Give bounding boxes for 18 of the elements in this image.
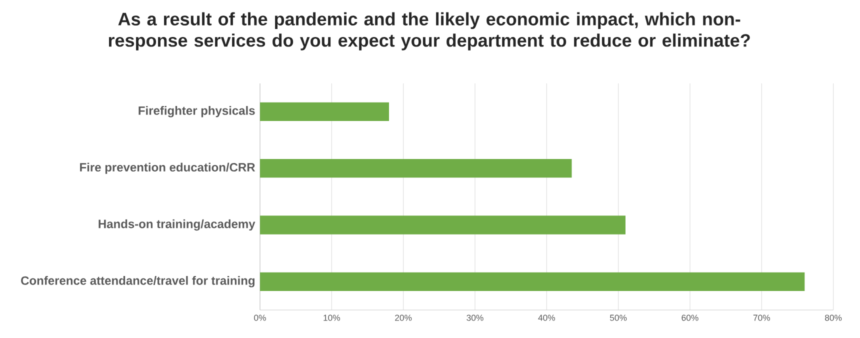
y-tick-label: Fire prevention education/CRR (80, 162, 256, 174)
y-tick-label: Firefighter physicals (138, 106, 255, 118)
bar (260, 158, 572, 178)
bar (260, 102, 389, 121)
x-tick-label: 50% (610, 314, 627, 321)
x-tick-label: 60% (682, 314, 698, 321)
y-tick-label: Hands-on training/academy (98, 219, 256, 231)
bar (260, 216, 626, 234)
x-tick-label: 0% (254, 314, 266, 321)
chart-title: As a result of the pandemic and the likely economic impact, which non-response services do you expect your department to reduce or eliminate? (108, 12, 750, 50)
x-tick-label: 10% (324, 314, 340, 321)
y-tick-label: Conference attendance/travel for training (21, 276, 254, 288)
x-tick-label: 20% (395, 314, 412, 321)
x-tick-label: 40% (538, 314, 556, 321)
x-tick-label: 80% (825, 314, 842, 321)
x-tick-label: 30% (466, 314, 484, 321)
bar (260, 272, 805, 291)
x-tick-label: 70% (753, 314, 770, 321)
